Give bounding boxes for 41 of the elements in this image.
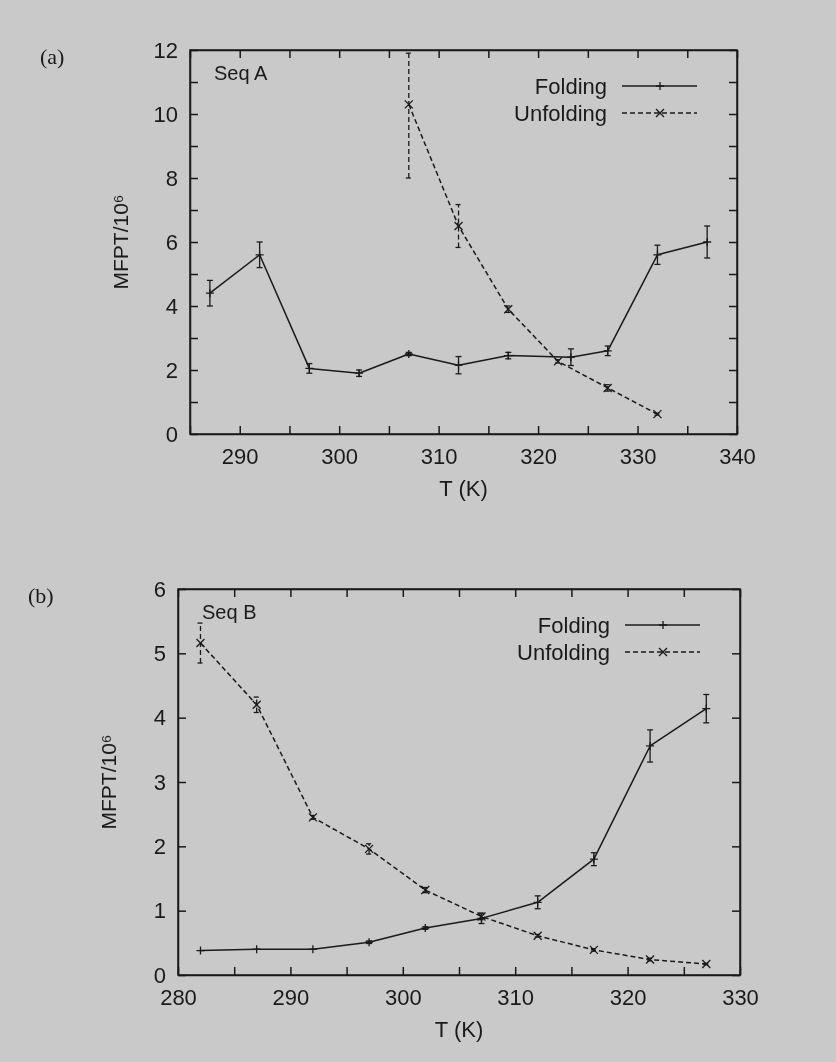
y-tick-label: 12 bbox=[153, 37, 178, 63]
x-axis-title: T (K) bbox=[434, 1017, 484, 1042]
x-tick-label: 330 bbox=[722, 984, 759, 1010]
y-tick-label: 4 bbox=[153, 705, 166, 731]
y-tick-label: 2 bbox=[153, 833, 166, 859]
x-tick-label: 330 bbox=[619, 443, 657, 469]
x-tick-label: 320 bbox=[609, 984, 647, 1010]
x-tick-label: 290 bbox=[221, 443, 259, 469]
y-axis-title: MFPT/10⁶ bbox=[97, 734, 120, 830]
y-tick-label: 6 bbox=[165, 229, 178, 255]
x-tick-label: 310 bbox=[497, 984, 535, 1010]
y-axis-title: MFPT/10⁶ bbox=[109, 194, 132, 290]
x-tick-label: 300 bbox=[321, 443, 359, 469]
legend-label: Unfolding bbox=[514, 101, 607, 126]
point bbox=[252, 700, 262, 710]
y-tick-label: 1 bbox=[153, 898, 166, 924]
y-tick-label: 8 bbox=[165, 165, 178, 191]
y-tick-label: 2 bbox=[165, 357, 178, 383]
legend-label: Unfolding bbox=[517, 640, 610, 665]
point bbox=[195, 638, 206, 648]
legend-label: Folding bbox=[534, 74, 607, 99]
text: (b) bbox=[28, 583, 54, 608]
x-tick-label: 310 bbox=[420, 443, 458, 469]
y-tick-label: 6 bbox=[153, 576, 166, 602]
y-tick-label: 3 bbox=[153, 769, 166, 795]
point bbox=[453, 221, 464, 231]
legend-label: Folding bbox=[537, 613, 610, 638]
point bbox=[205, 288, 215, 298]
annotation: Seq B bbox=[202, 601, 257, 623]
y-tick-label: 10 bbox=[153, 101, 178, 127]
y-tick-label: 0 bbox=[165, 421, 178, 447]
x-tick-label: 340 bbox=[719, 443, 756, 469]
point bbox=[404, 99, 414, 110]
x-tick-label: 300 bbox=[384, 984, 422, 1010]
y-tick-label: 4 bbox=[165, 293, 178, 319]
text: (a) bbox=[40, 44, 65, 69]
annotation: Seq A bbox=[214, 62, 269, 84]
y-tick-label: 5 bbox=[153, 640, 166, 666]
x-tick-label: 320 bbox=[520, 443, 557, 469]
x-axis-title: T (K) bbox=[439, 476, 488, 501]
x-tick-label: 290 bbox=[272, 984, 310, 1010]
